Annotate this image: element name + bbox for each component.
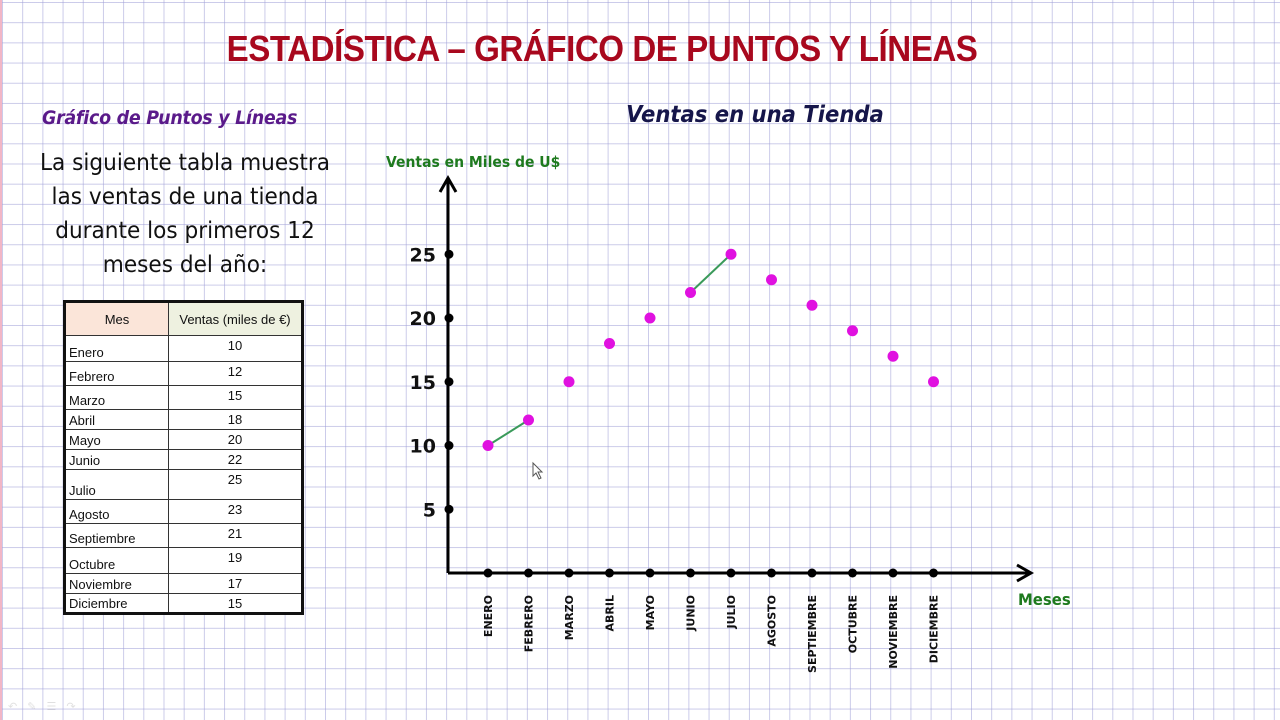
- x-tick-label: ABRIL: [604, 595, 617, 631]
- section-subtitle: Gráfico de Puntos y Líneas: [42, 107, 298, 129]
- cell-sales: 10: [168, 335, 303, 362]
- connecting-line: [487, 419, 530, 447]
- mouse-cursor-icon: [532, 461, 544, 480]
- x-tick-label: SEPTIEMBRE: [806, 595, 819, 673]
- header-sales: Ventas (miles de €): [168, 301, 303, 336]
- pen-icon[interactable]: ✎: [27, 700, 37, 713]
- table-header-row: Mes Ventas (miles de €): [64, 301, 303, 336]
- data-point: [928, 376, 939, 388]
- y-tick-dot: [444, 377, 454, 387]
- cell-month: Octubre: [64, 547, 169, 574]
- table-row: Abril 18: [64, 409, 303, 430]
- sales-table: Mes Ventas (miles de €) Enero 10 Febrero 12…: [63, 300, 304, 615]
- intro-line: La siguiente tabla muestra: [39, 150, 331, 176]
- intro-line: las ventas de una tienda: [51, 184, 319, 210]
- data-point: [766, 274, 777, 286]
- data-point: [604, 338, 615, 349]
- x-tick-dot: [726, 568, 736, 578]
- cell-sales: 25: [168, 469, 303, 500]
- y-axis-arrow-icon: [438, 174, 458, 193]
- page-left-edge: [0, 0, 2, 720]
- data-point: [482, 440, 494, 451]
- x-tick-dot: [888, 568, 898, 578]
- x-axis-arrow-icon: [1016, 563, 1035, 583]
- table-row: Agosto 23: [64, 499, 303, 524]
- y-tick-dot: [444, 249, 454, 259]
- x-tick-label: DICIEMBRE: [928, 595, 941, 663]
- x-tick-label: MARZO: [563, 595, 576, 640]
- cell-month: Abril: [64, 409, 169, 430]
- chart-title: Ventas en una Tienda: [626, 102, 884, 128]
- x-tick-label: FEBRERO: [523, 595, 536, 652]
- x-tick-dot: [524, 568, 533, 578]
- x-tick-dot: [807, 568, 817, 578]
- data-point: [685, 287, 696, 298]
- cell-sales: 22: [168, 449, 303, 470]
- connecting-line: [689, 253, 732, 294]
- data-point: [887, 350, 899, 362]
- x-tick-label: NOVIEMBRE: [887, 595, 900, 669]
- x-tick-dot: [645, 568, 655, 578]
- x-tick-dot: [564, 568, 574, 578]
- y-tick-label: 15: [410, 372, 436, 394]
- cell-month: Noviembre: [64, 573, 169, 594]
- data-point: [523, 414, 534, 426]
- y-tick-label: 25: [410, 244, 436, 266]
- x-tick-label: JUNIO: [685, 595, 698, 632]
- cell-sales: 21: [168, 523, 303, 548]
- x-tick-dot: [605, 568, 614, 578]
- cell-month: Mayo: [64, 429, 169, 450]
- data-point: [644, 312, 656, 324]
- data-point: [806, 299, 818, 311]
- slide-toolbar: ↶ ✎ ☰ ↷: [8, 700, 76, 713]
- x-tick-dot: [929, 568, 938, 578]
- cell-month: Diciembre: [64, 593, 169, 614]
- data-point: [725, 248, 737, 260]
- y-tick-dot: [444, 504, 454, 514]
- data-point: [847, 325, 858, 337]
- forward-icon[interactable]: ↷: [66, 700, 76, 713]
- menu-icon[interactable]: ☰: [46, 700, 57, 713]
- data-point: [563, 376, 575, 388]
- x-tick-label: AGOSTO: [766, 595, 779, 647]
- table-row: Septiembre 21: [64, 523, 303, 548]
- intro-line: meses del año:: [102, 252, 268, 278]
- x-tick-dot: [483, 568, 493, 578]
- table-row: Julio 25: [64, 469, 303, 500]
- x-tick-label: MAYO: [644, 595, 657, 630]
- table-body: Enero 10 Febrero 12 Marzo 15 Abril 18 Mayo 20 Juni…: [64, 335, 303, 614]
- table-row: Octubre 19: [64, 547, 303, 574]
- cell-month: Septiembre: [64, 523, 169, 548]
- y-tick-dot: [444, 313, 454, 323]
- table-row: Diciembre 15: [64, 593, 303, 614]
- table-row: Noviembre 17: [64, 573, 303, 594]
- intro-text: La siguiente tabla muestra las ventas de…: [30, 146, 340, 282]
- cell-month: Enero: [64, 335, 169, 362]
- x-tick-label: ENERO: [482, 595, 495, 637]
- x-tick-dot: [767, 568, 776, 578]
- table-row: Enero 10: [64, 335, 303, 362]
- table-row: Febrero 12: [64, 361, 303, 386]
- x-tick-dot: [686, 568, 695, 578]
- x-tick-label: JULIO: [725, 595, 738, 629]
- table-row: Mayo 20: [64, 429, 303, 450]
- y-tick-label: 5: [423, 499, 436, 521]
- x-tick-dot: [848, 568, 857, 578]
- y-tick-dot: [444, 441, 454, 450]
- cell-sales: 23: [168, 499, 303, 524]
- cell-month: Agosto: [64, 499, 169, 524]
- back-icon[interactable]: ↶: [8, 700, 18, 713]
- y-tick-label: 10: [410, 436, 436, 458]
- cell-sales: 15: [168, 593, 303, 614]
- y-axis-label: Ventas en Miles de U$: [386, 153, 561, 171]
- x-axis-label: Meses: [1018, 590, 1071, 609]
- y-tick-label: 20: [410, 308, 436, 330]
- page-title: ESTADÍSTICA – GRÁFICO DE PUNTOS Y LÍNEAS: [226, 28, 978, 69]
- intro-line: durante los primeros 12: [55, 218, 315, 244]
- header-month: Mes: [64, 301, 169, 336]
- x-tick-label: OCTUBRE: [847, 595, 860, 653]
